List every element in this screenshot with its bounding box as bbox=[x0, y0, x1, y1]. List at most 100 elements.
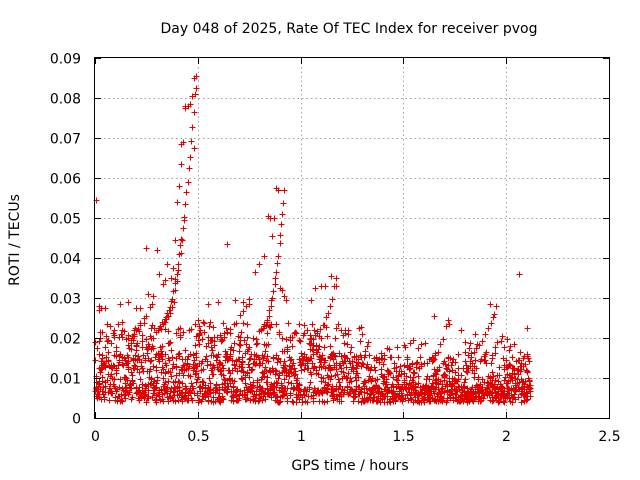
data-point bbox=[220, 365, 227, 372]
data-point bbox=[526, 358, 533, 365]
data-point bbox=[220, 396, 227, 403]
data-point bbox=[418, 361, 425, 368]
data-point bbox=[271, 215, 278, 222]
data-point bbox=[296, 382, 303, 389]
data-point bbox=[495, 399, 502, 406]
data-point bbox=[476, 342, 483, 349]
data-point bbox=[128, 369, 135, 376]
data-point bbox=[309, 346, 316, 353]
data-point bbox=[105, 349, 112, 356]
data-point bbox=[492, 344, 499, 351]
data-point bbox=[183, 189, 190, 196]
data-point bbox=[143, 336, 150, 343]
data-point bbox=[214, 354, 221, 361]
data-point bbox=[244, 369, 251, 376]
data-point bbox=[275, 253, 282, 260]
data-point bbox=[249, 385, 256, 392]
data-point bbox=[290, 360, 297, 367]
data-point bbox=[261, 253, 268, 260]
data-point bbox=[441, 371, 448, 378]
data-point bbox=[478, 356, 485, 363]
data-point bbox=[473, 345, 480, 352]
data-point bbox=[264, 353, 271, 360]
data-point bbox=[133, 347, 140, 354]
data-point bbox=[446, 321, 453, 328]
data-point bbox=[285, 320, 292, 327]
data-point bbox=[92, 339, 99, 346]
data-point bbox=[424, 360, 431, 367]
data-point bbox=[180, 329, 187, 336]
data-point bbox=[429, 355, 436, 362]
data-point bbox=[313, 342, 320, 349]
data-point bbox=[139, 332, 146, 339]
data-point bbox=[307, 379, 314, 386]
data-point bbox=[102, 344, 109, 351]
data-point bbox=[393, 364, 400, 371]
data-point bbox=[98, 366, 105, 373]
data-point bbox=[496, 372, 503, 379]
data-point bbox=[279, 211, 286, 218]
data-point bbox=[117, 301, 124, 308]
data-point bbox=[281, 293, 288, 300]
data-point bbox=[264, 379, 271, 386]
data-point bbox=[288, 380, 295, 387]
data-point bbox=[196, 384, 203, 391]
data-point bbox=[226, 376, 233, 383]
data-point bbox=[217, 368, 224, 375]
data-point bbox=[148, 357, 155, 364]
data-point bbox=[189, 397, 196, 404]
data-point bbox=[204, 362, 211, 369]
data-point bbox=[256, 356, 263, 363]
data-point bbox=[297, 338, 304, 345]
data-point bbox=[364, 361, 371, 368]
data-point bbox=[236, 348, 243, 355]
data-point bbox=[394, 377, 401, 384]
grid-lines bbox=[95, 58, 609, 418]
data-point bbox=[320, 375, 327, 382]
data-point bbox=[178, 161, 185, 168]
data-point bbox=[304, 399, 311, 406]
data-point bbox=[246, 301, 253, 308]
data-point bbox=[272, 281, 279, 288]
data-point bbox=[137, 376, 144, 383]
data-point bbox=[108, 371, 115, 378]
data-point bbox=[256, 261, 263, 268]
data-point bbox=[192, 371, 199, 378]
data-point bbox=[323, 314, 330, 321]
data-point bbox=[359, 331, 366, 338]
data-point bbox=[168, 347, 175, 354]
data-point bbox=[243, 396, 250, 403]
data-point bbox=[147, 381, 154, 388]
data-point bbox=[150, 363, 157, 370]
y-tick-label: 0.06 bbox=[50, 172, 81, 188]
data-point bbox=[273, 379, 280, 386]
x-axis-title: GPS time / hours bbox=[291, 458, 408, 474]
data-point bbox=[246, 374, 253, 381]
data-point bbox=[308, 297, 315, 304]
data-point bbox=[293, 330, 300, 337]
data-point bbox=[195, 317, 202, 324]
data-point bbox=[244, 334, 251, 341]
data-point bbox=[345, 331, 352, 338]
data-point bbox=[289, 334, 296, 341]
data-point bbox=[193, 85, 200, 92]
data-point bbox=[366, 352, 373, 359]
data-point bbox=[139, 338, 146, 345]
data-point bbox=[415, 345, 422, 352]
data-point bbox=[264, 317, 271, 324]
data-point bbox=[199, 336, 206, 343]
data-point bbox=[193, 379, 200, 386]
data-point bbox=[117, 376, 124, 383]
data-point bbox=[488, 320, 495, 327]
data-point bbox=[272, 275, 279, 282]
data-point bbox=[171, 299, 178, 306]
data-point bbox=[270, 288, 277, 295]
data-point bbox=[362, 348, 369, 355]
data-point bbox=[288, 356, 295, 363]
data-point bbox=[265, 341, 272, 348]
data-point bbox=[458, 372, 465, 379]
data-point bbox=[175, 261, 182, 268]
data-point bbox=[267, 324, 274, 331]
y-tick-labels: 0 0.01 0.02 0.03 0.04 0.05 0.06 0.07 0.08 0.09 bbox=[50, 52, 81, 428]
data-point bbox=[264, 330, 271, 337]
